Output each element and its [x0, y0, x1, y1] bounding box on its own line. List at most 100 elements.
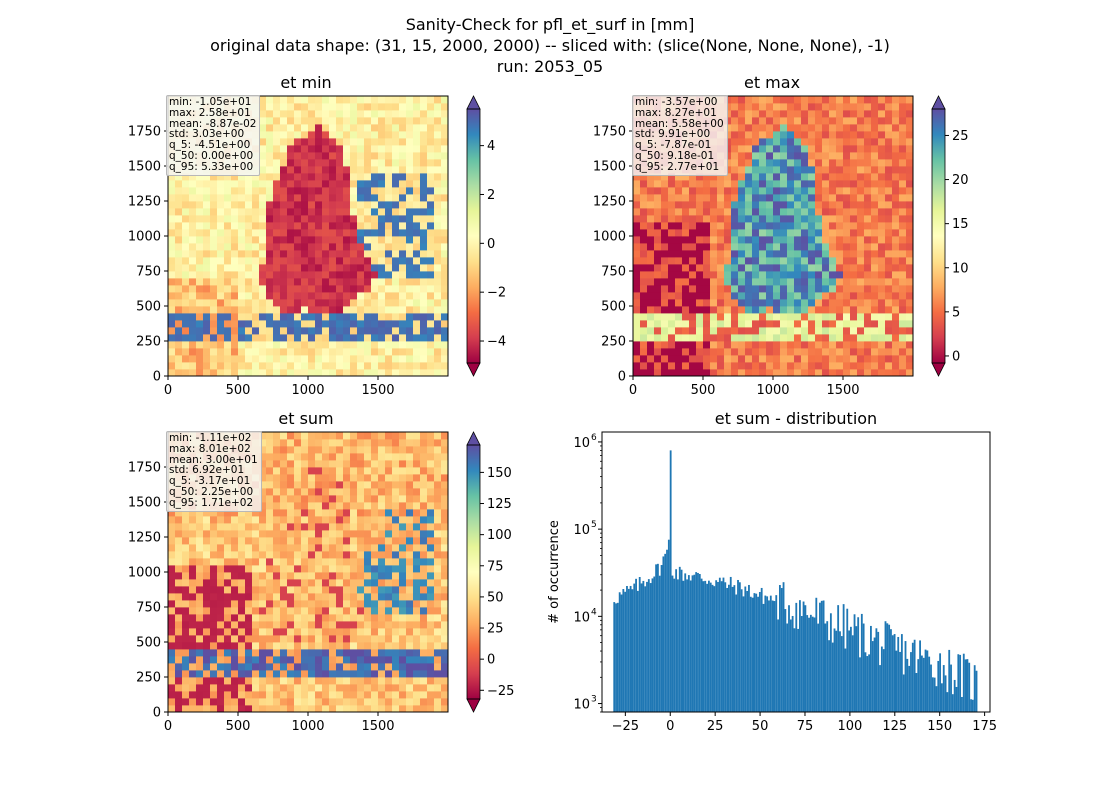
heatmap-cell: [675, 180, 683, 188]
heatmap-cell: [336, 593, 344, 601]
heatmap-cell: [273, 103, 281, 111]
heatmap-cell: [315, 614, 323, 622]
heatmap-cell: [633, 278, 641, 286]
heatmap-cell: [427, 621, 435, 629]
heatmap-cell: [343, 117, 351, 125]
heatmap-cell: [224, 306, 232, 314]
heatmap-cell: [752, 243, 760, 251]
heatmap-cell: [364, 509, 372, 517]
y-tick-label: 1750: [128, 461, 161, 476]
heatmap-cell: [871, 341, 879, 349]
heatmap-cell: [322, 572, 330, 580]
heatmap-cell: [336, 607, 344, 615]
heatmap-cell: [850, 201, 858, 209]
heatmap-cell: [787, 222, 795, 230]
heatmap-cell: [343, 544, 351, 552]
colorbar-tick-label: 50: [487, 590, 504, 605]
heatmap-cell: [640, 236, 648, 244]
heatmap-cell: [350, 495, 358, 503]
heatmap-cell: [773, 348, 781, 356]
heatmap-cell: [801, 271, 809, 279]
heatmap-cell: [364, 173, 372, 181]
heatmap-cell: [245, 222, 253, 230]
heatmap-cell: [217, 243, 225, 251]
heatmap-cell: [315, 103, 323, 111]
heatmap-cell: [850, 243, 858, 251]
heatmap-cell: [280, 614, 288, 622]
heatmap-cell: [329, 565, 337, 573]
heatmap-cell: [378, 600, 386, 608]
heatmap-cell: [441, 495, 449, 503]
heatmap-cell: [280, 607, 288, 615]
heatmap-cell: [301, 96, 309, 104]
heatmap-cell: [315, 334, 323, 342]
heatmap-cell: [640, 327, 648, 335]
heatmap-cell: [329, 670, 337, 678]
heatmap-cell: [427, 327, 435, 335]
heatmap-cell: [364, 691, 372, 699]
heatmap-cell: [301, 705, 309, 713]
heatmap-cell: [654, 334, 662, 342]
heatmap-cell: [829, 124, 837, 132]
heatmap-cell: [738, 327, 746, 335]
heatmap-cell: [238, 523, 246, 531]
heatmap-cell: [836, 145, 844, 153]
heatmap-cell: [822, 285, 830, 293]
heatmap-cell: [210, 621, 218, 629]
heatmap-cell: [406, 313, 414, 321]
heatmap-cell: [245, 208, 253, 216]
heatmap-cell: [738, 362, 746, 370]
heatmap-cell: [273, 138, 281, 146]
colorbar-tick-label: 20: [952, 173, 969, 188]
heatmap-cell: [434, 635, 442, 643]
heatmap-cell: [308, 663, 316, 671]
heatmap-cell: [787, 194, 795, 202]
heatmap-cell: [420, 677, 428, 685]
heatmap-cell: [336, 110, 344, 118]
heatmap-cell: [647, 215, 655, 223]
heatmap-cell: [773, 173, 781, 181]
heatmap-cell: [766, 117, 774, 125]
heatmap-cell: [252, 607, 260, 615]
heatmap-cell: [168, 320, 176, 328]
heatmap-cell: [420, 432, 428, 440]
heatmap-cell: [392, 271, 400, 279]
heatmap-cell: [294, 635, 302, 643]
heatmap-cell: [350, 208, 358, 216]
heatmap-cell: [822, 229, 830, 237]
heatmap-cell: [280, 432, 288, 440]
heatmap-cell: [259, 103, 267, 111]
heatmap-cell: [850, 278, 858, 286]
heatmap-cell: [885, 306, 893, 314]
heatmap-cell: [675, 299, 683, 307]
heatmap-cell: [815, 145, 823, 153]
heatmap-cell: [371, 257, 379, 265]
heatmap-cell: [210, 614, 218, 622]
heatmap-cell: [406, 159, 414, 167]
heatmap-cell: [287, 166, 295, 174]
heatmap-cell: [350, 341, 358, 349]
heatmap-cell: [843, 320, 851, 328]
heatmap-cell: [899, 327, 907, 335]
heatmap-cell: [766, 159, 774, 167]
heatmap-cell: [427, 341, 435, 349]
heatmap-cell: [266, 236, 274, 244]
heatmap-cell: [689, 327, 697, 335]
heatmap-cell: [738, 229, 746, 237]
heatmap-cell: [203, 530, 211, 538]
heatmap-cell: [273, 257, 281, 265]
heatmap-cell: [252, 691, 260, 699]
heatmap-cell: [343, 110, 351, 118]
heatmap-cell: [301, 614, 309, 622]
heatmap-cell: [336, 320, 344, 328]
heatmap-cell: [322, 187, 330, 195]
heatmap-cell: [420, 152, 428, 160]
heatmap-cell: [385, 586, 393, 594]
heatmap-cell: [315, 488, 323, 496]
heatmap-cell: [385, 110, 393, 118]
heatmap-cell: [787, 299, 795, 307]
heatmap-cell: [308, 649, 316, 657]
heatmap-cell: [829, 96, 837, 104]
heatmap-cell: [420, 593, 428, 601]
heatmap-cell: [843, 264, 851, 272]
